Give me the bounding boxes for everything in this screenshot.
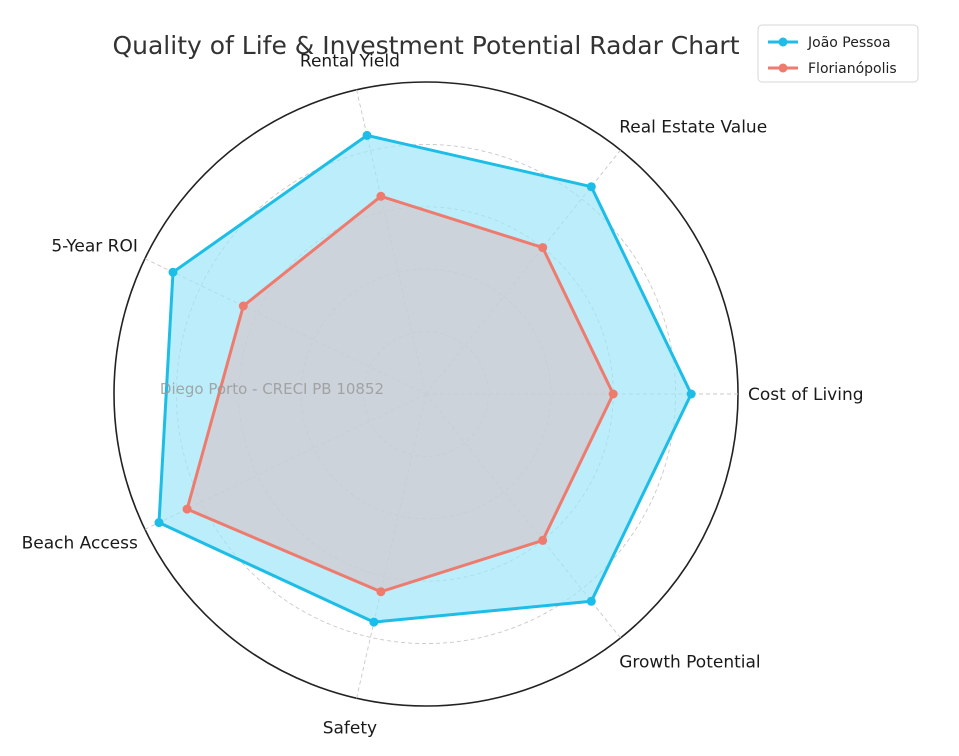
- data-point-joao-pessoa-rental-yield: [362, 130, 372, 140]
- data-point-joao-pessoa-growth-potential: [586, 596, 596, 606]
- legend-label-florianopolis: Florianópolis: [808, 61, 897, 77]
- axis-label-safety: Safety: [323, 718, 377, 738]
- axis-label-rental-yield: Rental Yield: [300, 52, 400, 72]
- axis-label-5-year-roi: 5-Year ROI: [51, 237, 138, 257]
- data-point-florianopolis-safety: [376, 587, 386, 597]
- data-point-florianopolis-cost-of-living: [608, 389, 618, 399]
- legend-label-joao-pessoa: João Pessoa: [807, 35, 891, 51]
- data-point-joao-pessoa-5-year-roi: [168, 267, 178, 277]
- data-point-florianopolis-real-estate-value: [538, 243, 548, 253]
- radar-series-layer: [154, 130, 696, 627]
- axis-label-growth-potential: Growth Potential: [619, 652, 760, 672]
- series-area-florianopolis: [187, 196, 614, 592]
- axis-label-real-estate-value: Real Estate Value: [619, 118, 767, 138]
- legend-marker-joao-pessoa: [778, 37, 788, 47]
- data-point-florianopolis-5-year-roi: [238, 301, 248, 311]
- series-line-florianopolis: [185, 194, 615, 594]
- series-line-joao-pessoa: [157, 133, 693, 624]
- legend-marker-florianopolis: [778, 63, 788, 73]
- data-point-florianopolis-rental-yield: [376, 191, 386, 201]
- watermark-annotation: Diego Porto - CRECI PB 10852: [160, 380, 384, 398]
- data-point-joao-pessoa-beach-access: [154, 518, 164, 528]
- data-point-florianopolis-beach-access: [182, 504, 192, 514]
- axis-labels: Cost of Living Real Estate Value Rental Yi…: [22, 52, 864, 739]
- axis-label-beach-access: Beach Access: [22, 533, 138, 553]
- data-point-joao-pessoa-cost-of-living: [686, 389, 696, 399]
- data-point-joao-pessoa-safety: [369, 617, 379, 627]
- data-point-joao-pessoa-real-estate-value: [586, 182, 596, 192]
- data-point-florianopolis-growth-potential: [538, 535, 548, 545]
- legend: João Pessoa Florianópolis: [757, 24, 919, 83]
- chart-title: Quality of Life & Investment Potential R…: [112, 31, 739, 60]
- axis-label-cost-of-living: Cost of Living: [748, 385, 864, 405]
